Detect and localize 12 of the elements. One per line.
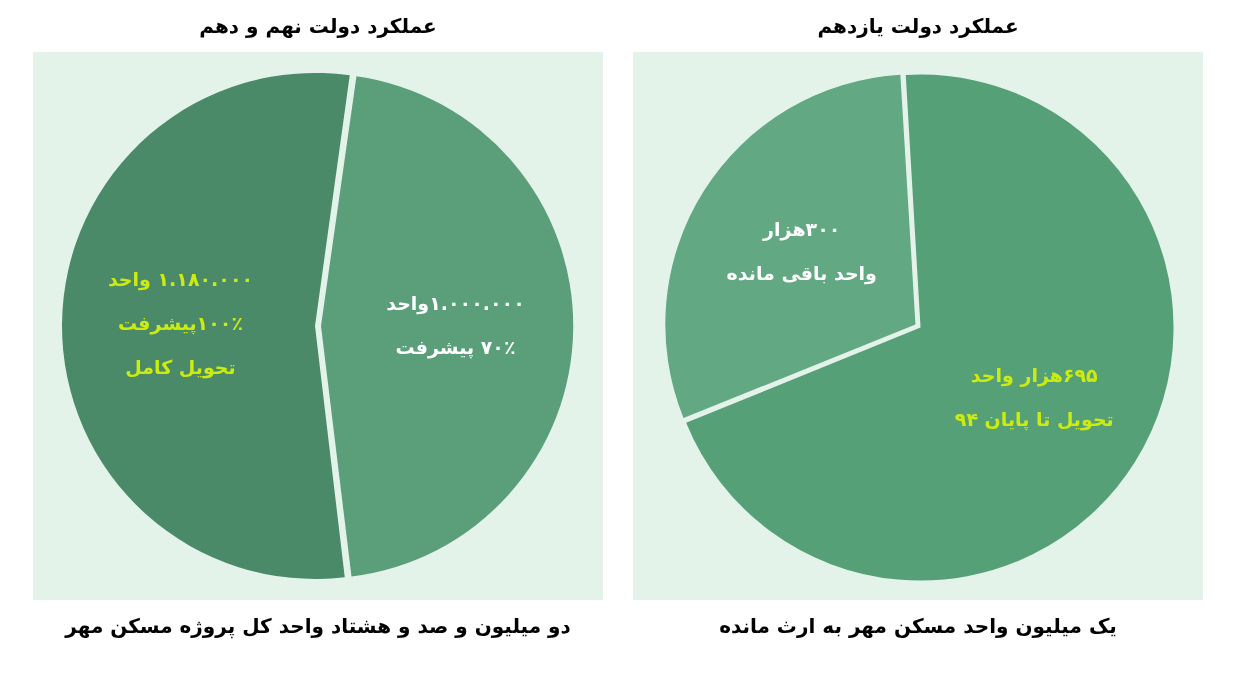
slice-label: ۷۰٪ پیشرفت	[395, 336, 516, 360]
data-label: ۳۰۰هزار	[762, 217, 841, 241]
text: دو میلیون و صد و هشتاد واحد کل پروژه مسکن مهر	[65, 614, 571, 638]
chart-title: عملکرد دولت یازدهم	[817, 14, 1019, 38]
data-label: ۱.۱۸۰.۰۰۰ واحد	[107, 267, 254, 291]
data-label: ۶۹۵هزار واحد	[970, 364, 1099, 388]
slice-label: ۱۰۰٪پیشرفت تحویل کامل	[118, 311, 244, 379]
slice-label: تحویل تا پایان ۹۴	[954, 408, 1114, 432]
slice-label: واحد باقی مانده	[726, 261, 877, 285]
text: یک میلیون واحد مسکن مهر به ارث مانده	[719, 614, 1117, 638]
chart-title: عملکرد دولت نهم و دهم	[199, 14, 437, 38]
data-label: ۱.۰۰۰.۰۰۰واحد	[386, 292, 525, 316]
